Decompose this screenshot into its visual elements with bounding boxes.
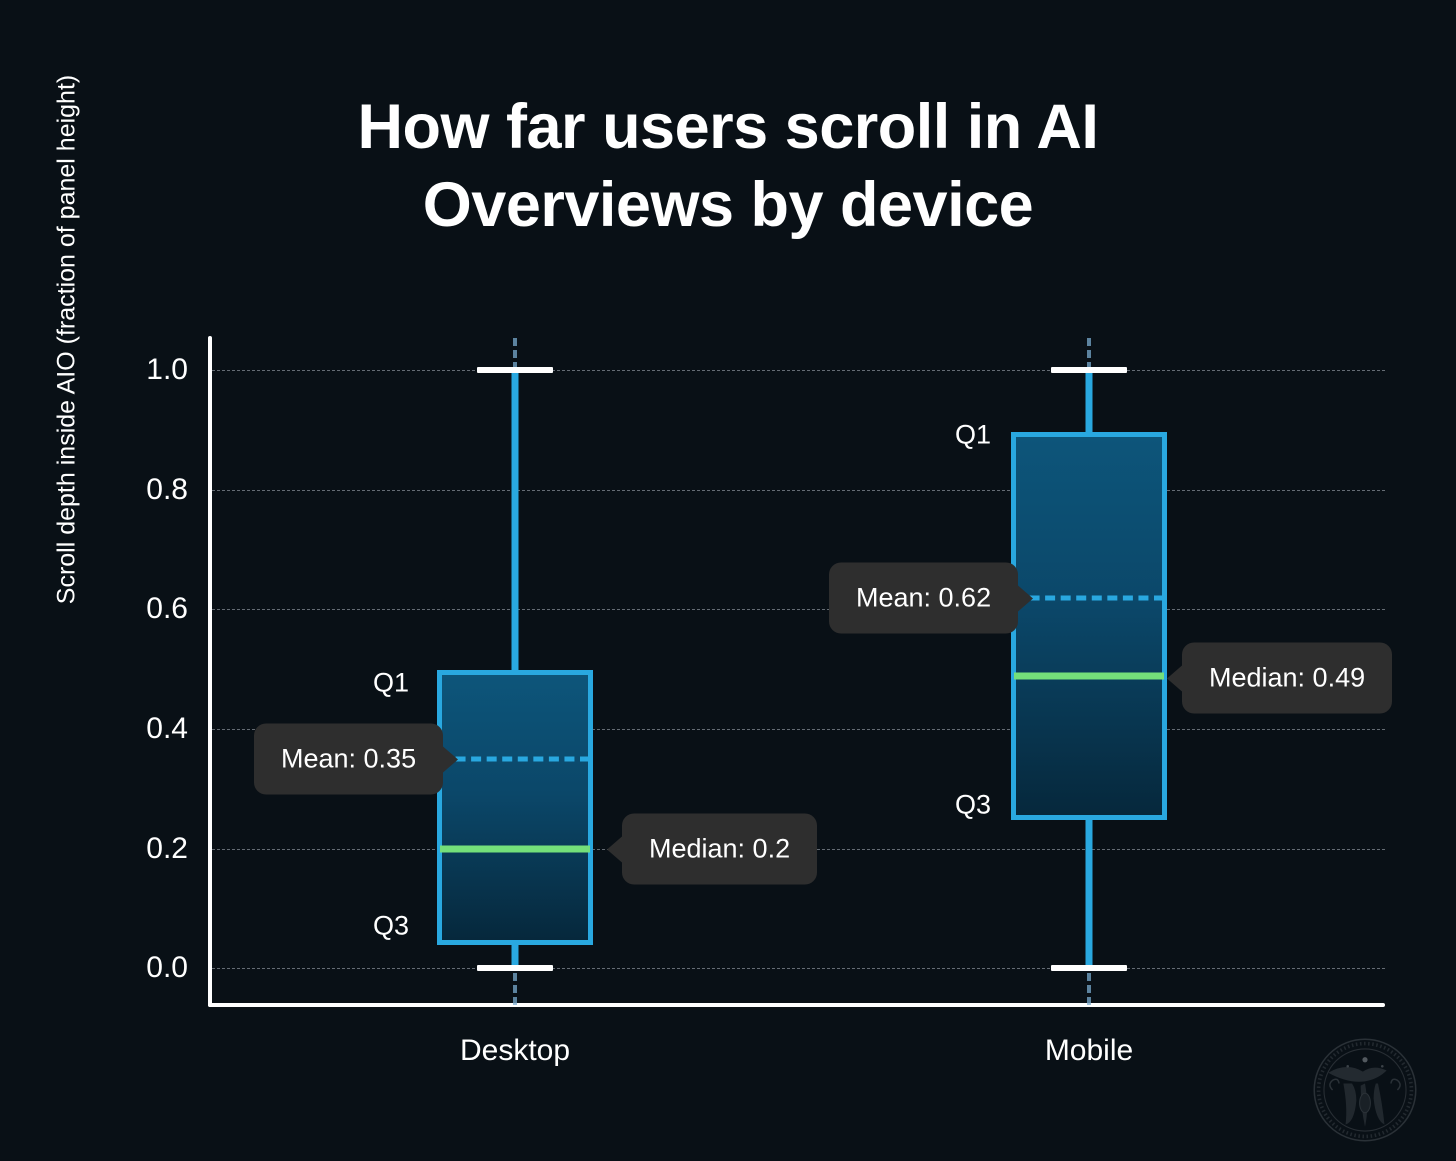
whisker-cap-upper-mobile: [1051, 367, 1127, 373]
y-tick-label-0.6: 0.6: [146, 592, 188, 625]
gridline-0.4: [212, 729, 1385, 730]
q3-label-mobile: Q3: [955, 789, 992, 820]
mean-line-mobile: [1014, 595, 1164, 601]
gridline-0.0: [212, 968, 1385, 969]
y-tick-label-0.4: 0.4: [146, 712, 188, 745]
x-tick-label-mobile: Mobile: [1044, 1034, 1134, 1067]
box-body-mobile[interactable]: [1011, 432, 1167, 820]
mean-line-desktop: [440, 756, 590, 762]
box-body-desktop[interactable]: [437, 670, 593, 945]
mean-tooltip-desktop[interactable]: Mean: 0.35: [254, 723, 444, 795]
y-tick-label-0.8: 0.8: [146, 473, 188, 506]
boxplot-mobile[interactable]: [1011, 338, 1167, 1005]
whisker-cap-upper-desktop: [477, 367, 553, 373]
q1-label-mobile: Q1: [955, 419, 992, 450]
median-tooltip-desktop[interactable]: Median: 0.2: [622, 813, 818, 885]
circular-emblem-logo-icon: [1311, 1036, 1419, 1144]
median-tooltip-mobile[interactable]: Median: 0.49: [1182, 642, 1393, 714]
y-tick-label-0.2: 0.2: [146, 832, 188, 865]
gridline-1.0: [212, 370, 1385, 371]
boxplot-desktop[interactable]: [437, 338, 593, 1005]
y-tick-label-1.0: 1.0: [146, 353, 188, 386]
whisker-upper-mobile: [1085, 370, 1093, 432]
q1-label-desktop: Q1: [373, 667, 410, 698]
gridline-0.8: [212, 490, 1385, 491]
whisker-upper-desktop: [511, 370, 519, 670]
median-line-mobile: [1014, 672, 1164, 680]
whisker-lower-desktop: [511, 943, 519, 969]
y-axis-title: Scroll depth inside AIO (fraction of pan…: [52, 74, 81, 605]
mean-tooltip-mobile[interactable]: Mean: 0.62: [829, 562, 1019, 634]
chart-title: How far users scroll in AI Overviews by …: [357, 92, 1099, 240]
whisker-cap-lower-desktop: [477, 965, 553, 971]
y-axis-line: [208, 336, 212, 1007]
median-line-desktop: [440, 845, 590, 853]
gridline-0.6: [212, 609, 1385, 610]
whisker-lower-mobile: [1085, 819, 1093, 969]
x-tick-label-desktop: Desktop: [459, 1034, 571, 1067]
x-axis-line: [208, 1003, 1385, 1007]
y-tick-label-0.0: 0.0: [146, 951, 188, 984]
whisker-cap-lower-mobile: [1051, 965, 1127, 971]
q3-label-desktop: Q3: [373, 910, 410, 941]
